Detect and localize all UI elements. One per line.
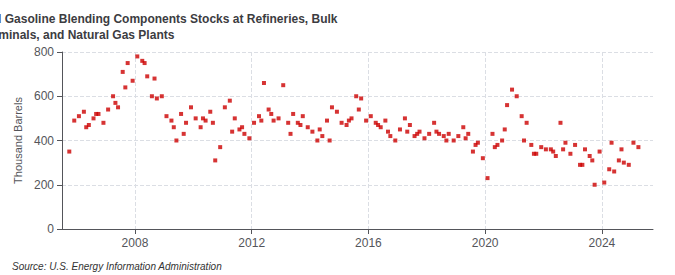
svg-text:2008: 2008 — [122, 236, 149, 250]
svg-text:2016: 2016 — [355, 236, 382, 250]
svg-text:Monthly Kentucky Reformulated: Monthly Kentucky Reformulated Gasoline B… — [0, 12, 338, 26]
svg-text:200: 200 — [34, 178, 54, 192]
svg-text:2012: 2012 — [238, 236, 265, 250]
svg-text:2024: 2024 — [589, 236, 616, 250]
svg-text:Terminals, and Natural Gas Pla: Terminals, and Natural Gas Plants — [0, 28, 175, 42]
svg-text:Thousand Barrels: Thousand Barrels — [12, 97, 24, 184]
svg-text:2020: 2020 — [472, 236, 499, 250]
svg-text:400: 400 — [34, 134, 54, 148]
svg-text:600: 600 — [34, 89, 54, 103]
svg-text:Source: U.S. Energy Informatio: Source: U.S. Energy Information Administ… — [12, 261, 222, 272]
svg-text:0: 0 — [47, 222, 54, 236]
svg-text:800: 800 — [34, 45, 54, 59]
